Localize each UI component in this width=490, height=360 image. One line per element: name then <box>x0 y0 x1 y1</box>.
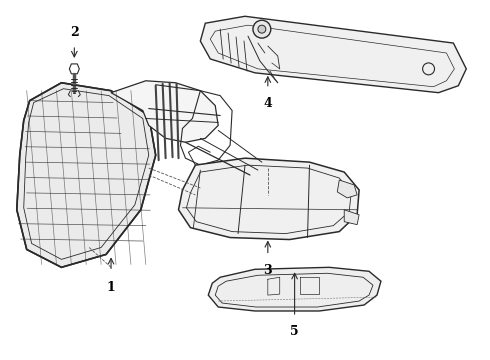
Text: 4: 4 <box>264 96 272 110</box>
Text: 3: 3 <box>264 264 272 277</box>
Circle shape <box>253 20 271 38</box>
Text: 5: 5 <box>290 325 299 338</box>
Text: 2: 2 <box>70 26 79 39</box>
Circle shape <box>258 25 266 33</box>
Polygon shape <box>208 267 381 311</box>
Polygon shape <box>17 83 156 267</box>
Polygon shape <box>200 16 466 93</box>
Polygon shape <box>344 210 359 225</box>
Polygon shape <box>111 81 218 142</box>
Polygon shape <box>178 158 359 239</box>
Polygon shape <box>337 180 357 198</box>
Text: 1: 1 <box>107 281 116 294</box>
